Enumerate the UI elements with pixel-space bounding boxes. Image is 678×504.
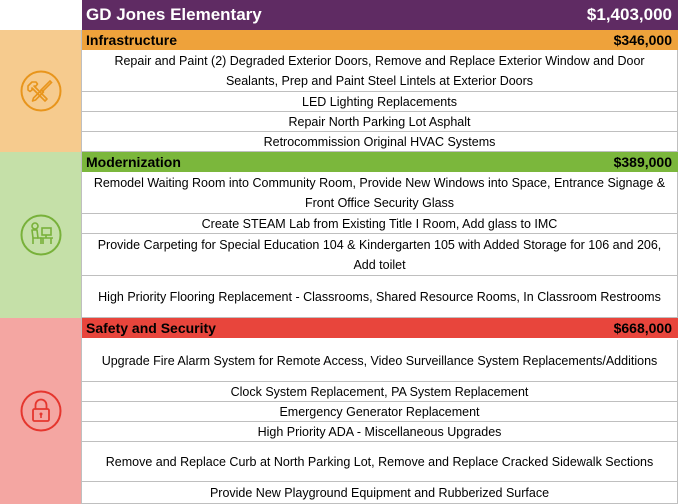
section-amount: $389,000	[613, 154, 672, 170]
section-title: Safety and Security	[86, 320, 216, 336]
total-amount: $1,403,000	[586, 5, 672, 24]
section-side-panel	[0, 318, 82, 504]
list-item: Upgrade Fire Alarm System for Remote Acc…	[82, 340, 678, 382]
list-item: Remove and Replace Curb at North Parking…	[82, 442, 678, 482]
section-side-panel	[0, 30, 82, 152]
list-item: Create STEAM Lab from Existing Title I R…	[82, 214, 678, 234]
section-header: Safety and Security $668,000	[82, 318, 678, 338]
title-row: GD Jones Elementary $1,403,000	[0, 0, 678, 30]
section-header: Infrastructure $346,000	[82, 30, 678, 50]
list-item: Repair North Parking Lot Asphalt	[82, 112, 678, 132]
section-amount: $668,000	[613, 320, 672, 336]
section-safety-and-security: Safety and Security $668,000 Upgrade Fir…	[0, 318, 678, 504]
section-infrastructure: Infrastructure $346,000 Repair and Paint…	[0, 30, 678, 152]
school-name: GD Jones Elementary	[86, 5, 262, 24]
section-modernization: Modernization $389,000 Remodel Waiting R…	[0, 152, 678, 318]
section-amount: $346,000	[613, 32, 672, 48]
list-item: Provide New Playground Equipment and Rub…	[82, 482, 678, 504]
list-item: Provide Carpeting for Special Education …	[82, 234, 678, 276]
list-item: Remodel Waiting Room into Community Room…	[82, 172, 678, 214]
list-item: LED Lighting Replacements	[82, 92, 678, 112]
list-item: Emergency Generator Replacement	[82, 402, 678, 422]
student-at-computer-icon	[20, 214, 61, 256]
section-title: Modernization	[86, 154, 181, 170]
section-header: Modernization $389,000	[82, 152, 678, 172]
section-title: Infrastructure	[86, 32, 178, 48]
list-item: High Priority Flooring Replacement - Cla…	[82, 276, 678, 318]
padlock-icon	[20, 390, 61, 432]
title-spacer	[0, 0, 82, 30]
section-side-panel	[0, 152, 82, 318]
list-item: High Priority ADA - Miscellaneous Upgrad…	[82, 422, 678, 442]
list-item: Repair and Paint (2) Degraded Exterior D…	[82, 50, 678, 92]
list-item: Clock System Replacement, PA System Repl…	[82, 382, 678, 402]
title-bar: GD Jones Elementary $1,403,000	[82, 0, 678, 30]
tools-icon	[20, 70, 61, 112]
list-item: Retrocommission Original HVAC Systems	[82, 132, 678, 152]
